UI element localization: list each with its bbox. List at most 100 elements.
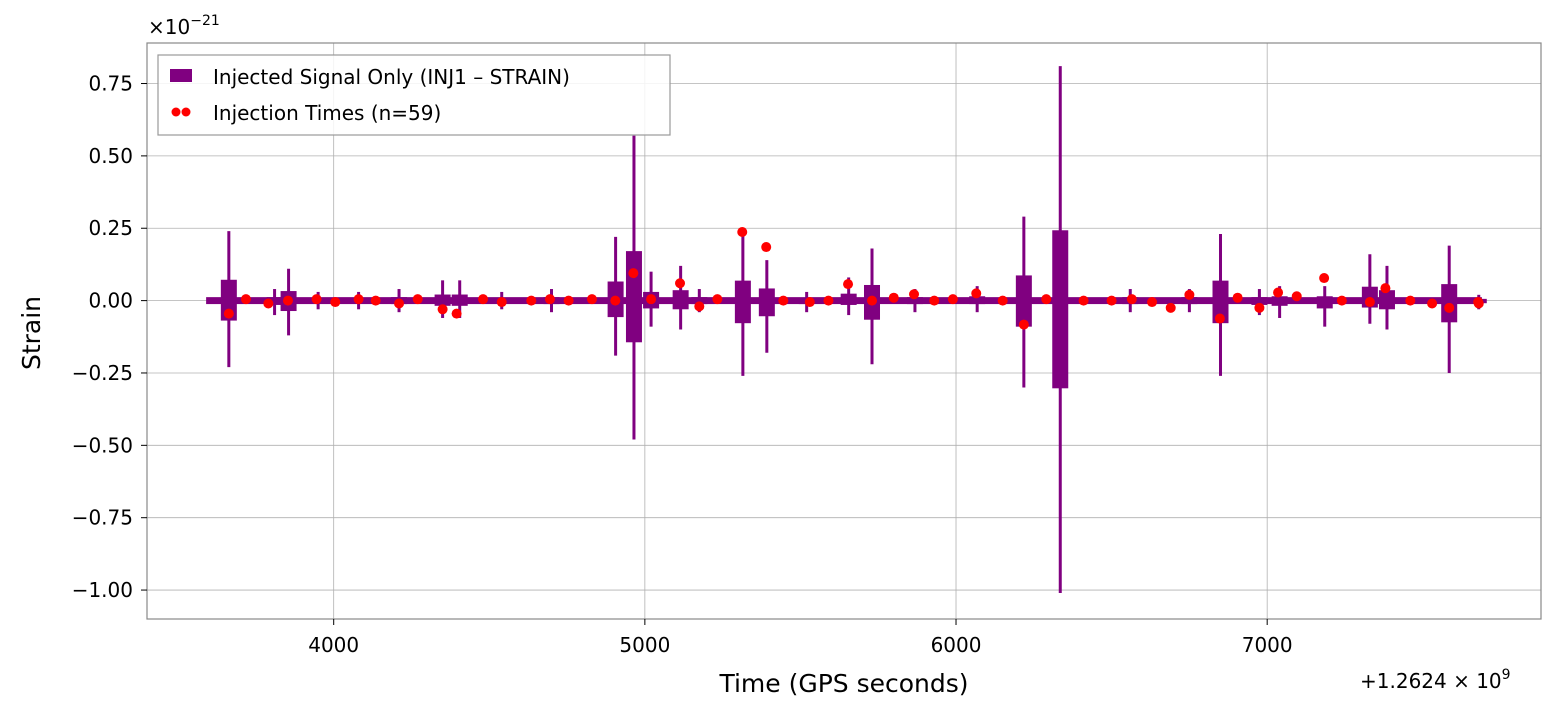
y-tick-label: −0.25 <box>72 361 133 385</box>
injection-point <box>1405 295 1416 306</box>
injection-point <box>526 295 537 306</box>
signal-ringdown <box>840 293 857 305</box>
x-tick-label: 4000 <box>308 633 359 657</box>
injection-point <box>282 295 293 306</box>
injection-point <box>823 295 834 306</box>
injection-point <box>1291 291 1302 302</box>
y-tick-label: −0.50 <box>72 433 133 457</box>
injection-point <box>311 294 322 305</box>
injection-times-series <box>223 227 1484 330</box>
legend-label-signal: Injected Signal Only (INJ1 – STRAIN) <box>213 65 570 89</box>
signal-ringdown <box>625 251 642 343</box>
injection-point <box>586 294 597 305</box>
injection-point <box>1184 289 1195 300</box>
signal-ringdown <box>1181 297 1198 305</box>
y-tick-label: 0.75 <box>88 72 133 96</box>
injection-point <box>646 294 657 305</box>
injection-point <box>563 295 574 306</box>
injection-point <box>929 295 940 306</box>
injection-point <box>694 301 705 312</box>
signal-ringdown <box>691 297 708 305</box>
injection-point <box>353 294 364 305</box>
injection-point <box>263 298 274 309</box>
injection-point <box>437 304 448 315</box>
injection-point <box>1147 297 1158 308</box>
injection-point <box>451 308 462 319</box>
injection-point <box>737 227 748 238</box>
signal-ringdown <box>672 290 689 310</box>
injection-point <box>778 295 789 306</box>
injection-point <box>1214 313 1225 324</box>
y-tick-label: −0.75 <box>72 506 133 530</box>
y-scale-label: ×10−21 <box>148 13 220 39</box>
signal-ringdown <box>1378 290 1395 310</box>
injection-point <box>370 295 381 306</box>
injection-point <box>1380 283 1391 294</box>
injection-point <box>628 268 639 279</box>
injection-point <box>761 242 772 253</box>
signal-ringdown <box>906 297 923 305</box>
y-tick-label: 0.50 <box>88 144 133 168</box>
signal-ringdown <box>758 288 775 317</box>
legend-label-injections: Injection Times (n=59) <box>213 101 441 125</box>
injection-point <box>223 308 234 319</box>
y-axis-ticks: 0.75 0.50 0.25 0.00 −0.25 −0.50 −0.75 −1.00 <box>72 72 147 602</box>
x-offset-label: +1.2624 × 109 <box>1360 667 1511 693</box>
injection-point <box>610 295 621 306</box>
injection-point <box>412 294 423 305</box>
injection-point <box>1165 302 1176 313</box>
injection-point <box>1336 295 1347 306</box>
signal-ringdown <box>969 296 986 305</box>
signal-ringdown <box>1271 296 1288 306</box>
signal-ringdown <box>266 297 283 305</box>
x-tick-label: 5000 <box>619 633 670 657</box>
legend-box <box>157 54 671 136</box>
injection-point <box>330 297 341 308</box>
legend-marker-injections-a <box>171 107 181 117</box>
x-axis-label: Time (GPS seconds) <box>718 669 968 698</box>
injection-point <box>1254 302 1265 313</box>
injection-point <box>478 294 489 305</box>
y-tick-label: −1.00 <box>72 578 133 602</box>
injection-point <box>1126 294 1137 305</box>
injection-point <box>1364 297 1375 308</box>
injected-signal-series <box>206 66 1487 593</box>
y-axis-label: Strain <box>17 296 46 370</box>
injection-point <box>1273 287 1284 298</box>
signal-ringdown <box>1212 280 1229 324</box>
injection-point <box>1018 319 1029 330</box>
signal-ringdown <box>1015 275 1032 327</box>
injection-point <box>1078 295 1089 306</box>
injection-point <box>909 289 920 300</box>
signal-ringdown <box>220 279 237 321</box>
injection-point <box>544 294 555 305</box>
injection-point <box>1473 298 1484 309</box>
injection-point <box>888 292 899 303</box>
signal-ringdown <box>434 294 451 306</box>
injection-point <box>1444 302 1455 313</box>
injection-point <box>496 297 507 308</box>
injection-point <box>394 298 405 309</box>
injection-point <box>997 295 1008 306</box>
injection-point <box>240 294 251 305</box>
injection-point <box>1041 294 1052 305</box>
injection-point <box>1106 295 1117 306</box>
legend-marker-injections-b <box>181 107 191 117</box>
injection-point <box>804 297 815 308</box>
injection-point <box>843 279 854 290</box>
injection-point <box>1427 298 1438 309</box>
signal-ringdown <box>451 294 468 306</box>
injection-point <box>1319 273 1330 284</box>
injection-point <box>712 294 723 305</box>
y-tick-label: 0.00 <box>88 289 133 313</box>
signal-ringdown <box>1316 296 1333 309</box>
x-axis-ticks: 4000 5000 6000 7000 <box>308 619 1293 657</box>
x-tick-label: 6000 <box>931 633 982 657</box>
injection-point <box>1232 292 1243 303</box>
legend: Injected Signal Only (INJ1 – STRAIN) Inj… <box>157 54 671 136</box>
injection-point <box>971 288 982 299</box>
y-tick-label: 0.25 <box>88 216 133 240</box>
injection-point <box>675 278 686 289</box>
signal-ringdown <box>1052 230 1069 389</box>
